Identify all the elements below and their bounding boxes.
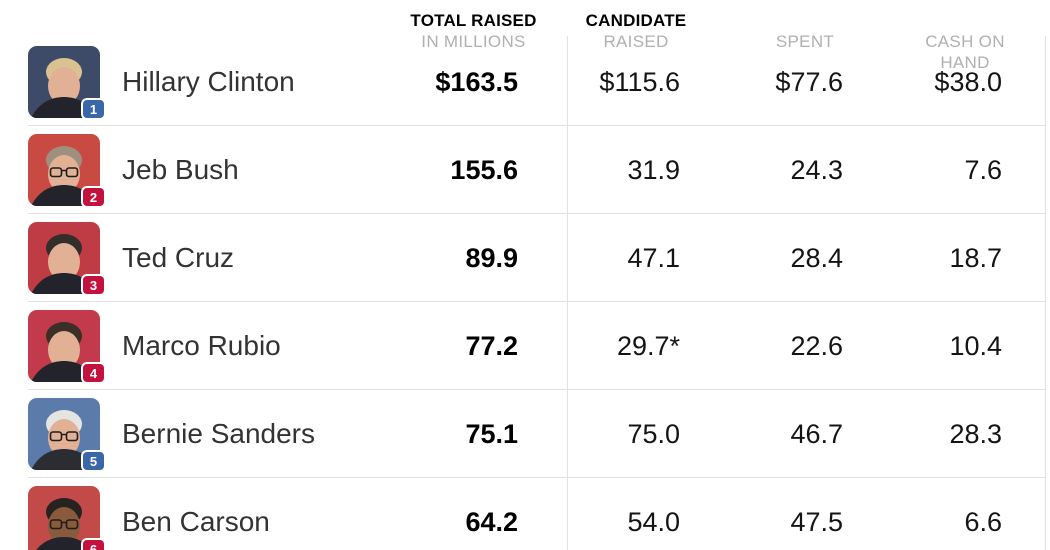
cash-on-hand-value: 28.3 [949, 418, 1002, 449]
candidate-raised-value: 75.0 [627, 418, 680, 449]
candidate-portrait [28, 134, 100, 206]
cash-on-hand-value: 18.7 [949, 242, 1002, 273]
header-cash-on-hand: CASH ON HAND [905, 10, 1025, 73]
table-row: 2 Jeb Bush 155.6 31.9 24.3 7.6 [0, 126, 1050, 214]
candidate-raised-value: $115.6 [599, 66, 680, 97]
candidate-raised-value: 47.1 [627, 242, 680, 273]
rank-badge: 3 [81, 274, 106, 296]
portrait-illustration [28, 398, 100, 470]
candidate-photo: 3 [28, 222, 106, 296]
header-total-raised: TOTAL RAISED IN MILLIONS [380, 10, 567, 73]
total-raised-value: $163.5 [435, 66, 518, 97]
candidate-cell: 6 Ben Carson [0, 478, 380, 550]
rank-badge: 1 [81, 98, 106, 120]
candidate-portrait [28, 46, 100, 118]
total-raised-value: 89.9 [465, 242, 518, 273]
candidate-photo: 1 [28, 46, 106, 120]
table-row: 4 Marco Rubio 77.2 29.7* 22.6 10.4 [0, 302, 1050, 390]
total-raised-value: 64.2 [465, 506, 518, 537]
rank-badge: 6 [81, 538, 106, 550]
total-raised-value: 77.2 [465, 330, 518, 361]
cash-on-hand-value: 7.6 [964, 154, 1002, 185]
column-divider-right [1045, 36, 1046, 550]
candidate-cell: 2 Jeb Bush [0, 126, 380, 214]
cash-on-hand-value: 10.4 [949, 330, 1002, 361]
cash-on-hand-value: 6.6 [964, 506, 1002, 537]
candidate-name: Hillary Clinton [122, 66, 295, 97]
candidate-portrait [28, 398, 100, 470]
table-body: 1 Hillary Clinton $163.5 $115.6 $77.6 $3… [0, 38, 1050, 550]
header-cash-label: CASH ON HAND [925, 32, 1005, 72]
rank-badge: 5 [81, 450, 106, 472]
total-raised-value: 75.1 [465, 418, 518, 449]
header-candidate-line1: CANDIDATE [585, 11, 687, 30]
candidate-cell: 5 Bernie Sanders [0, 390, 380, 478]
header-candidate-raised: CANDIDATE RAISED [567, 10, 705, 73]
portrait-illustration [28, 46, 100, 118]
header-total-raised-line1: TOTAL RAISED [410, 11, 537, 30]
table-row: 3 Ted Cruz 89.9 47.1 28.4 18.7 [0, 214, 1050, 302]
portrait-illustration [28, 222, 100, 294]
column-divider-left [567, 36, 568, 550]
spent-value: 22.6 [790, 330, 843, 361]
candidate-name: Ted Cruz [122, 242, 235, 273]
spent-value: 47.5 [790, 506, 843, 537]
candidate-photo: 6 [28, 486, 106, 550]
header-spent-label: SPENT [775, 32, 835, 51]
spent-value: 24.3 [790, 154, 843, 185]
header-total-raised-line2: IN MILLIONS [421, 32, 526, 51]
table-row: 1 Hillary Clinton $163.5 $115.6 $77.6 $3… [0, 38, 1050, 126]
candidate-name: Bernie Sanders [122, 418, 316, 449]
rank-badge: 2 [81, 186, 106, 208]
candidate-name: Ben Carson [122, 506, 270, 537]
portrait-illustration [28, 134, 100, 206]
candidate-cell: 1 Hillary Clinton [0, 38, 380, 126]
candidate-photo: 5 [28, 398, 106, 472]
table-row: 6 Ben Carson 64.2 54.0 47.5 6.6 [0, 478, 1050, 550]
cash-on-hand-value: $38.0 [934, 66, 1002, 97]
candidate-cell: 3 Ted Cruz [0, 214, 380, 302]
candidate-cell: 4 Marco Rubio [0, 302, 380, 390]
spent-value: $77.6 [775, 66, 843, 97]
candidate-raised-value: 29.7* [616, 330, 680, 361]
candidate-portrait [28, 222, 100, 294]
table-header: TOTAL RAISED IN MILLIONS CANDIDATE RAISE… [0, 10, 1050, 73]
header-candidate-line2: RAISED [603, 32, 669, 51]
rank-badge: 4 [81, 362, 106, 384]
candidate-name: Marco Rubio [122, 330, 281, 361]
spent-value: 46.7 [790, 418, 843, 449]
candidate-photo: 4 [28, 310, 106, 384]
candidate-photo: 2 [28, 134, 106, 208]
table-row: 5 Bernie Sanders 75.1 75.0 46.7 28.3 [0, 390, 1050, 478]
candidate-raised-value: 54.0 [627, 506, 680, 537]
total-raised-value: 155.6 [450, 154, 518, 185]
candidate-name: Jeb Bush [122, 154, 239, 185]
header-spent: SPENT [705, 10, 905, 73]
spent-value: 28.4 [790, 242, 843, 273]
candidate-raised-value: 31.9 [627, 154, 680, 185]
